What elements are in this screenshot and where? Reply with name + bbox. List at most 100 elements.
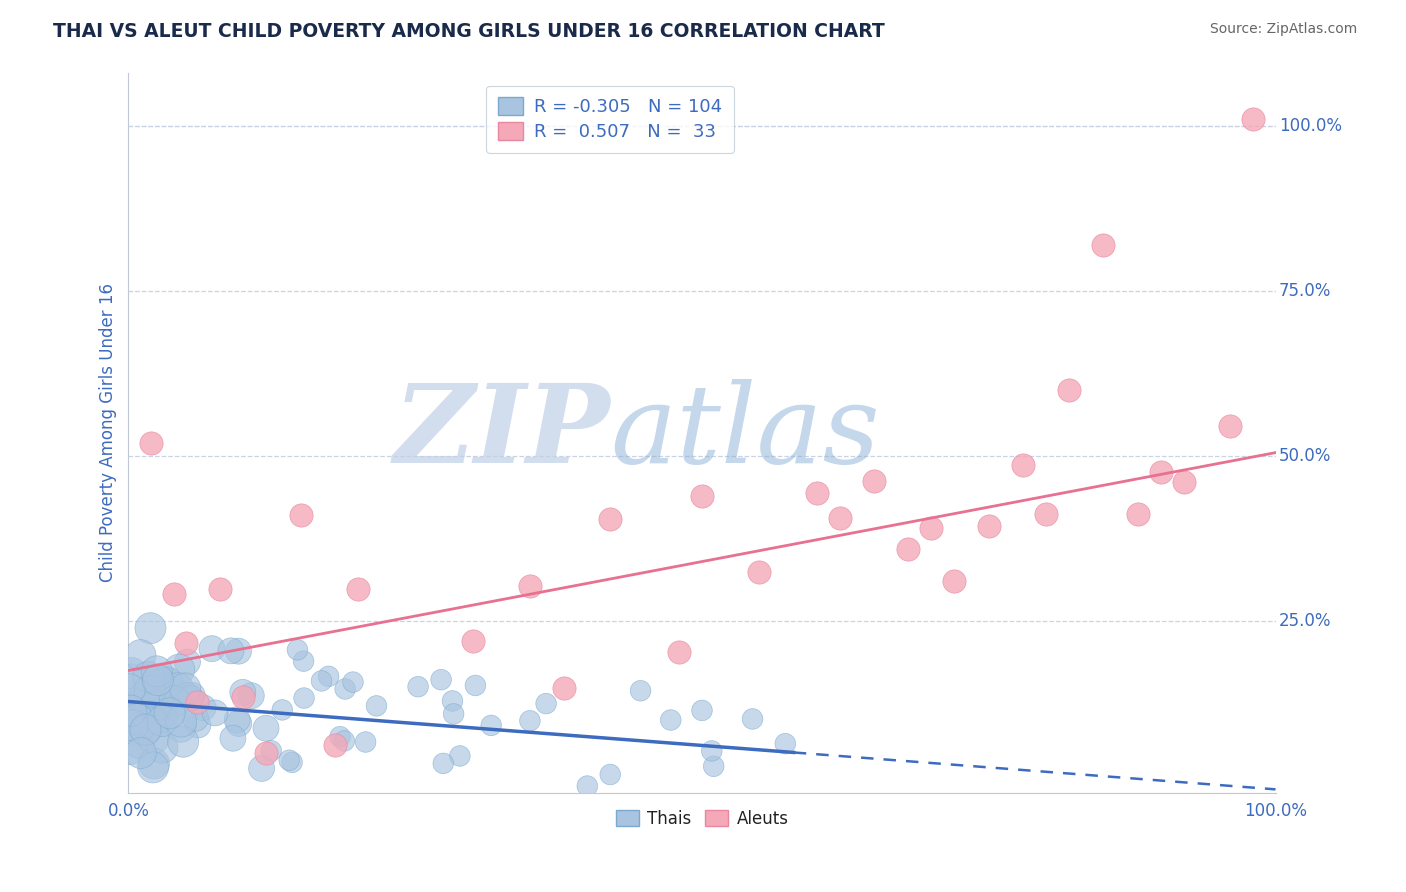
Point	[406, 680, 429, 694]
Point	[943, 574, 966, 589]
Point	[129, 648, 152, 662]
Point	[519, 714, 541, 728]
Point	[193, 700, 215, 714]
Point	[128, 723, 150, 738]
Text: 50.0%: 50.0%	[1279, 447, 1331, 465]
Point	[260, 744, 283, 758]
Point	[121, 666, 143, 681]
Point	[146, 673, 169, 688]
Point	[159, 681, 181, 695]
Point	[432, 756, 454, 771]
Point	[700, 744, 723, 758]
Point	[172, 735, 194, 749]
Point	[748, 565, 770, 579]
Point	[209, 582, 232, 596]
Point	[149, 678, 172, 692]
Point	[159, 706, 181, 721]
Point	[690, 703, 713, 717]
Point	[534, 697, 557, 711]
Point	[141, 435, 163, 450]
Point	[254, 721, 277, 735]
Text: atlas: atlas	[610, 379, 880, 486]
Point	[281, 756, 304, 770]
Point	[226, 713, 249, 727]
Point	[121, 701, 143, 715]
Point	[1219, 419, 1241, 434]
Point	[329, 730, 352, 744]
Point	[461, 633, 484, 648]
Point	[139, 695, 162, 709]
Point	[179, 691, 201, 706]
Point	[232, 690, 254, 704]
Point	[148, 690, 170, 705]
Point	[278, 753, 301, 767]
Point	[204, 706, 226, 720]
Point	[145, 683, 167, 698]
Point	[142, 716, 165, 731]
Point	[156, 675, 179, 690]
Point	[1173, 475, 1195, 489]
Point	[464, 678, 486, 692]
Point	[228, 716, 250, 731]
Point	[668, 644, 690, 658]
Point	[659, 713, 682, 727]
Point	[1241, 112, 1264, 127]
Point	[430, 673, 453, 687]
Point	[897, 541, 920, 556]
Point	[132, 706, 155, 721]
Point	[132, 696, 155, 710]
Point	[287, 643, 309, 657]
Point	[920, 521, 942, 535]
Text: THAI VS ALEUT CHILD POVERTY AMONG GIRLS UNDER 16 CORRELATION CHART: THAI VS ALEUT CHILD POVERTY AMONG GIRLS …	[53, 22, 886, 41]
Point	[630, 683, 652, 698]
Point	[124, 710, 146, 724]
Point	[1126, 507, 1149, 521]
Point	[292, 654, 315, 668]
Text: 25.0%: 25.0%	[1279, 612, 1331, 630]
Point	[354, 735, 377, 749]
Point	[138, 683, 160, 698]
Point	[138, 670, 160, 684]
Point	[1092, 237, 1115, 252]
Point	[142, 760, 165, 774]
Point	[479, 718, 502, 732]
Point	[152, 706, 174, 720]
Point	[311, 673, 333, 688]
Point	[142, 731, 165, 746]
Point	[163, 694, 186, 708]
Point	[599, 767, 621, 781]
Point	[118, 742, 141, 756]
Legend: Thais, Aleuts: Thais, Aleuts	[609, 804, 796, 835]
Point	[152, 714, 174, 728]
Point	[181, 688, 204, 702]
Point	[1035, 507, 1057, 521]
Point	[250, 761, 273, 775]
Point	[1012, 458, 1035, 473]
Point	[176, 689, 198, 703]
Point	[127, 712, 149, 726]
Point	[153, 691, 176, 706]
Text: Source: ZipAtlas.com: Source: ZipAtlas.com	[1209, 22, 1357, 37]
Point	[138, 717, 160, 731]
Text: 75.0%: 75.0%	[1279, 282, 1331, 300]
Text: 100.0%: 100.0%	[1279, 117, 1341, 135]
Y-axis label: Child Poverty Among Girls Under 16: Child Poverty Among Girls Under 16	[100, 284, 117, 582]
Point	[132, 691, 155, 706]
Point	[122, 718, 145, 732]
Point	[166, 681, 188, 696]
Point	[690, 489, 713, 503]
Point	[232, 685, 254, 699]
Point	[143, 756, 166, 771]
Point	[775, 737, 797, 751]
Point	[153, 674, 176, 689]
Point	[170, 714, 193, 729]
Point	[576, 779, 599, 793]
Point	[323, 738, 346, 752]
Point	[290, 508, 312, 523]
Point	[128, 736, 150, 750]
Point	[333, 681, 356, 696]
Text: ZIP: ZIP	[394, 379, 610, 486]
Point	[120, 704, 142, 718]
Point	[366, 698, 388, 713]
Point	[149, 698, 172, 713]
